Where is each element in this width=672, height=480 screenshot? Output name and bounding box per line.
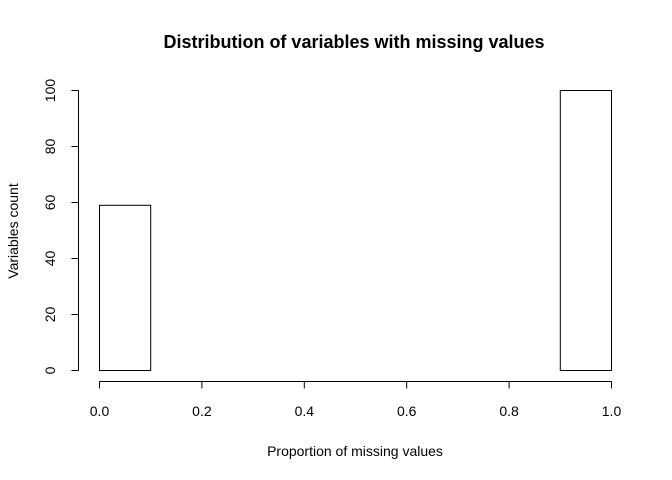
y-tick-label-0: 0 xyxy=(42,366,58,374)
y-tick-label-2: 40 xyxy=(42,251,58,267)
y-axis: 0 20 40 60 80 100 xyxy=(42,79,79,374)
y-tick-label-4: 80 xyxy=(42,139,58,155)
y-tick-label-1: 20 xyxy=(42,307,58,323)
chart-title: Distribution of variables with missing v… xyxy=(163,32,544,52)
x-axis: 0.0 0.2 0.4 0.6 0.8 1.0 xyxy=(90,381,622,419)
x-tick-label-2: 0.4 xyxy=(295,403,315,419)
y-tick-label-5: 100 xyxy=(42,79,58,103)
bars-group xyxy=(99,90,612,371)
histogram-bar-0 xyxy=(99,204,152,371)
y-tick-label-3: 60 xyxy=(42,195,58,211)
x-axis-label: Proportion of missing values xyxy=(267,443,443,459)
x-tick-label-1: 0.2 xyxy=(192,403,212,419)
x-tick-label-4: 0.8 xyxy=(499,403,519,419)
histogram-bar-9 xyxy=(559,90,612,371)
y-axis-label: Variables count xyxy=(5,183,21,279)
x-tick-label-0: 0.0 xyxy=(90,403,110,419)
x-tick-label-5: 1.0 xyxy=(602,403,622,419)
x-tick-label-3: 0.6 xyxy=(397,403,417,419)
